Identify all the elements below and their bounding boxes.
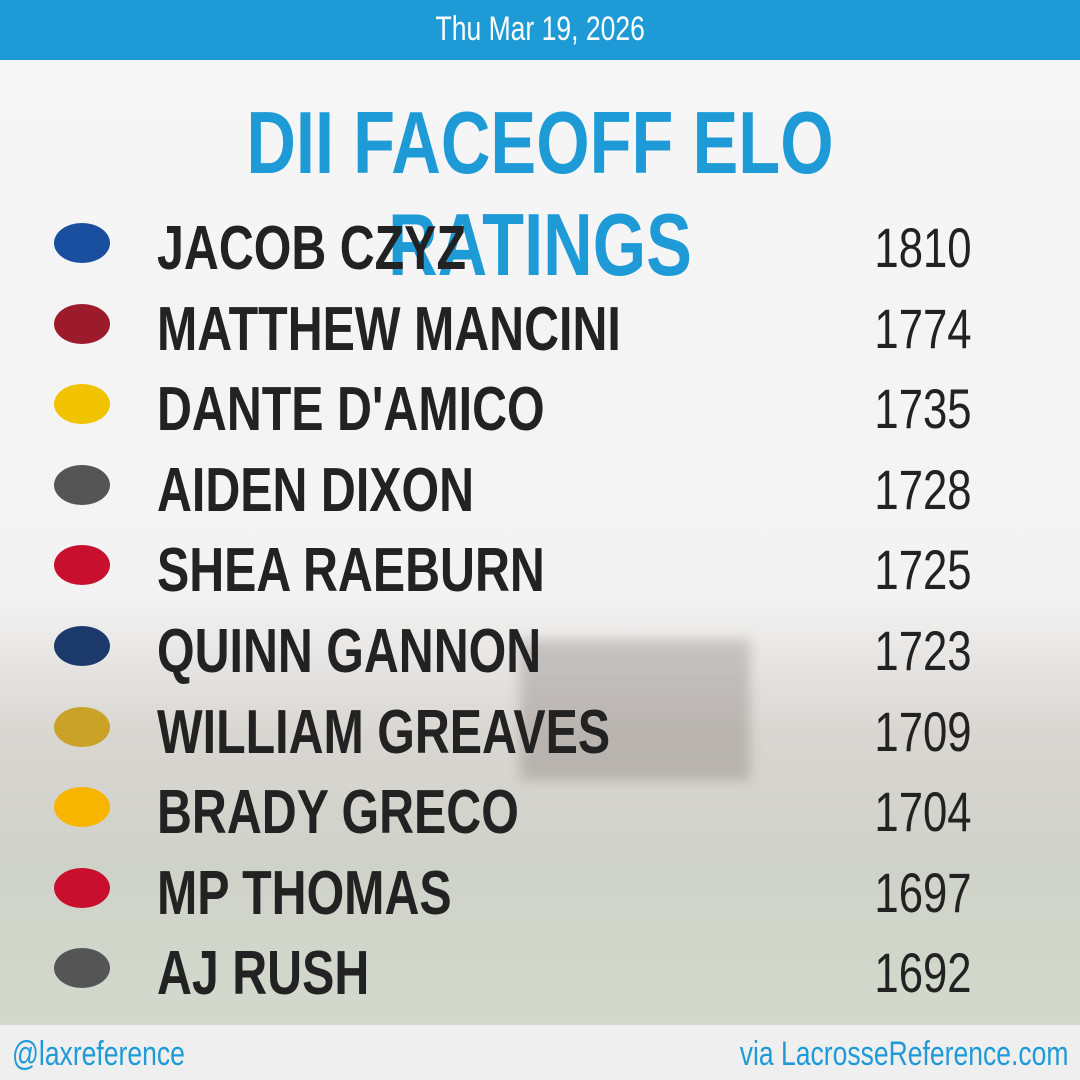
player-name: WILLIAM GREAVES	[157, 697, 738, 768]
rating-text: 1709	[874, 699, 972, 763]
background-stand	[520, 640, 750, 780]
rating: 1774	[847, 296, 972, 361]
ranking-row: BRADY GRECO 1704	[0, 767, 1080, 847]
player-name: QUINN GANNON	[157, 616, 650, 687]
team-logo	[54, 867, 110, 908]
logo-shape	[54, 867, 110, 908]
player-name-text: DANTE D'AMICO	[157, 375, 545, 445]
player-name-text: AIDEN DIXON	[157, 455, 475, 525]
team-logo	[54, 384, 110, 425]
ranking-row: AIDEN DIXON 1728	[0, 445, 1080, 525]
player-name-text: WILLIAM GREAVES	[157, 697, 611, 767]
ranking-row: QUINN GANNON 1723	[0, 606, 1080, 686]
player-name: SHEA RAEBURN	[157, 535, 654, 606]
title: DII FACEOFF ELO RATINGS	[0, 92, 1080, 296]
player-name-text: QUINN GANNON	[157, 617, 542, 686]
team-logo	[54, 464, 110, 505]
rating: 1725	[847, 537, 972, 602]
rating: 1709	[847, 699, 972, 764]
rating-text: 1774	[874, 296, 972, 360]
rating-text: 1725	[874, 538, 972, 602]
rating: 1810	[847, 215, 972, 280]
logo-shape	[54, 384, 110, 425]
date-text: Thu Mar 19, 2026	[435, 10, 645, 48]
site: via LacrosseReference.com	[647, 1035, 1068, 1074]
rating-text: 1735	[874, 377, 972, 441]
player-name: JACOB CZYZ	[157, 213, 553, 284]
ranking-row: MATTHEW MANCINI 1774	[0, 284, 1080, 364]
logo-shape	[54, 464, 110, 505]
rating: 1692	[847, 940, 972, 1005]
ranking-row: JACOB CZYZ 1810	[0, 203, 1080, 283]
rating-text: 1723	[874, 619, 972, 682]
logo-shape	[54, 948, 110, 989]
player-name-text: AJ RUSH	[157, 939, 370, 1009]
player-name: MP THOMAS	[157, 858, 535, 929]
player-name: AIDEN DIXON	[157, 455, 563, 526]
date: Thu Mar 19, 2026	[0, 10, 1080, 49]
handle: @laxreference	[12, 1035, 234, 1074]
rating: 1697	[847, 860, 972, 925]
player-name-text: SHEA RAEBURN	[157, 536, 545, 606]
rating: 1728	[847, 457, 972, 522]
ranking-row: SHEA RAEBURN 1725	[0, 525, 1080, 605]
logo-shape	[54, 223, 110, 263]
logo-shape	[54, 706, 110, 747]
team-logo	[54, 303, 110, 344]
title-text: DII FACEOFF ELO RATINGS	[246, 93, 834, 294]
handle-text: @laxreference	[12, 1035, 185, 1073]
rating-text: 1697	[874, 860, 972, 924]
ranking-row: DANTE D'AMICO 1735	[0, 364, 1080, 444]
team-logo	[54, 706, 110, 747]
team-logo	[54, 626, 110, 666]
rating-text: 1810	[874, 216, 972, 279]
team-logo	[54, 223, 110, 263]
ranking-row: MP THOMAS 1697	[0, 848, 1080, 928]
player-name-text: JACOB CZYZ	[157, 214, 466, 283]
logo-shape	[54, 303, 110, 344]
logo-shape	[54, 545, 110, 586]
player-name: BRADY GRECO	[157, 777, 621, 848]
rating: 1735	[847, 376, 972, 441]
player-name: AJ RUSH	[157, 938, 429, 1009]
rating-text: 1704	[874, 780, 972, 844]
rating-text: 1728	[874, 457, 972, 521]
ranking-row: WILLIAM GREAVES 1709	[0, 687, 1080, 767]
rating-text: 1692	[874, 941, 972, 1005]
rating: 1704	[847, 779, 972, 844]
player-name: MATTHEW MANCINI	[157, 294, 752, 365]
rating: 1723	[847, 618, 972, 683]
player-name: DANTE D'AMICO	[157, 374, 654, 445]
player-name-text: BRADY GRECO	[157, 778, 519, 848]
ranking-row: AJ RUSH 1692	[0, 928, 1080, 1008]
footer-bar	[0, 1025, 1080, 1080]
team-logo	[54, 787, 110, 828]
team-logo	[54, 545, 110, 586]
player-name-text: MP THOMAS	[157, 858, 452, 928]
site-text: via LacrosseReference.com	[739, 1035, 1068, 1073]
team-logo	[54, 948, 110, 989]
logo-shape	[54, 626, 110, 666]
top-bar	[0, 0, 1080, 60]
player-name-text: MATTHEW MANCINI	[157, 294, 621, 364]
logo-shape	[54, 787, 110, 828]
